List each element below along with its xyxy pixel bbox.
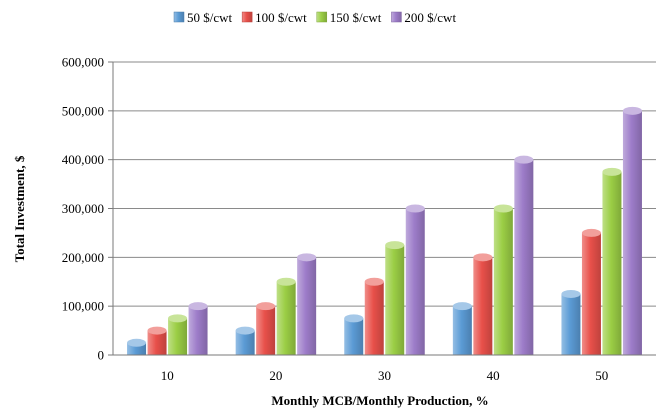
bar-top [581,228,601,237]
bar-top [452,302,472,311]
bar-200 [622,110,642,355]
bar-50 [344,318,364,355]
bar-150 [602,171,622,355]
bar-top [297,253,317,262]
legend-label: 100 $/cwt [255,10,307,25]
bar-200 [405,208,425,355]
x-axis-ticks: 10 20 30 40 50 [161,368,608,383]
bar-top [561,289,581,298]
bar-top [168,314,188,323]
bar-top [473,253,493,262]
bar-50 [452,306,472,355]
y-tick-label: 300,000 [62,201,104,216]
y-tick-label: 0 [98,348,105,363]
x-axis-title: Monthly MCB/Monthly Production, % [271,393,488,408]
bar-top [385,241,405,250]
legend-swatch [173,11,185,23]
bar-top [493,204,513,213]
bar-top [188,302,208,311]
legend-swatch [391,11,402,23]
bar-top [147,326,167,335]
bar-100 [581,232,601,355]
bar-top [276,277,296,286]
bar-top [602,167,622,176]
legend: 50 $/cwt 100 $/cwt 150 $/cwt 200 $/cwt [173,10,456,25]
bar-50 [235,330,255,355]
bar-top [514,155,534,164]
y-tick-label: 100,000 [62,299,104,314]
bar-top [235,326,255,335]
bar-top [405,204,425,213]
x-tick-label: 20 [269,368,282,383]
x-tick-label: 30 [378,368,391,383]
x-tick-label: 50 [595,368,608,383]
bar-100 [147,330,167,355]
bar-150 [385,245,405,355]
bars [127,106,642,355]
y-axis-title: Total Investment, $ [12,155,27,262]
bar-100 [473,257,493,355]
legend-swatch [316,11,328,23]
y-tick-label: 200,000 [62,250,104,265]
x-tick-label: 10 [161,368,174,383]
bar-150 [168,318,188,355]
bar-50 [561,293,581,355]
bar-200 [514,159,534,355]
y-axis-ticks: 0 100,000 200,000 300,000 400,000 500,000 600,… [62,55,113,363]
bar-top [127,338,147,347]
bar-100 [364,281,384,355]
bar-top [622,106,642,115]
legend-label: 150 $/cwt [330,10,382,25]
y-tick-label: 600,000 [62,55,104,70]
bar-100 [256,306,276,355]
legend-swatch [241,11,253,23]
bar-200 [188,306,208,355]
bar-top [344,314,364,323]
y-tick-label: 400,000 [62,152,104,167]
bar-150 [493,208,513,355]
y-tick-label: 500,000 [62,103,104,118]
legend-label: 50 $/cwt [187,10,233,25]
bar-top [256,302,276,311]
axes [112,62,656,356]
legend-label: 200 $/cwt [404,10,456,25]
x-tick-label: 40 [487,368,500,383]
gridlines [113,61,656,307]
bar-150 [276,281,296,355]
bar-top [364,277,384,286]
bar-200 [297,257,317,355]
